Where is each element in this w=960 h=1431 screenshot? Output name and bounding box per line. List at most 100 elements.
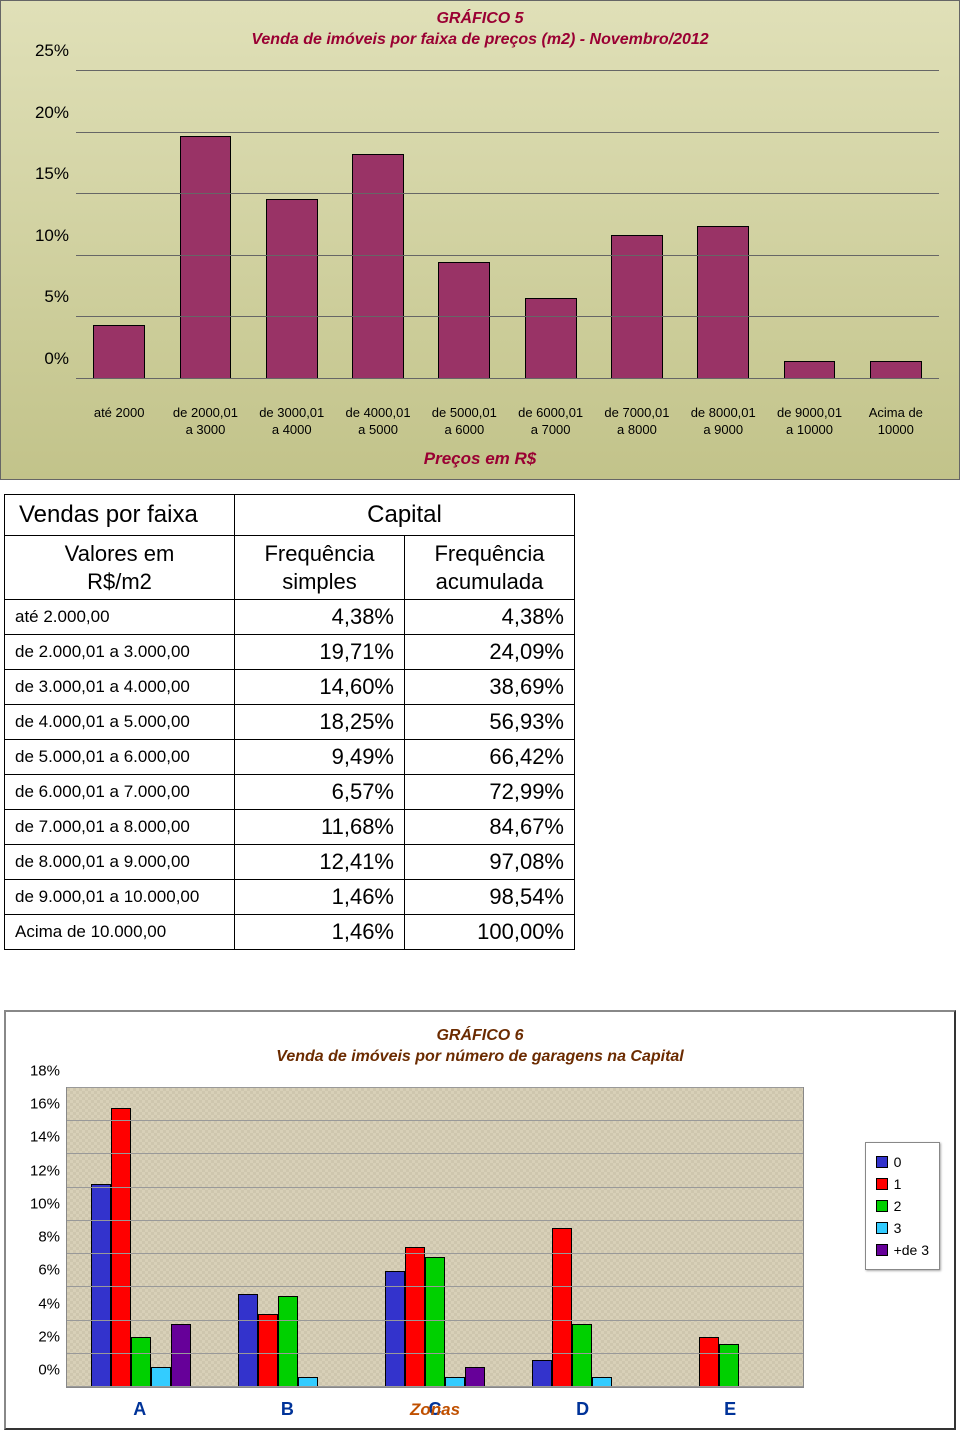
chart5-gridline <box>76 378 939 379</box>
chart5-gridline <box>76 255 939 256</box>
chart6-bar <box>278 1296 298 1387</box>
chart5-title: GRÁFICO 5 Venda de imóveis por faixa de … <box>1 9 959 51</box>
chart6-group <box>361 1088 508 1387</box>
chart5-bar <box>352 154 404 379</box>
chart5-bar-cell <box>766 71 852 379</box>
table-cell-freq-simples: 6,57% <box>235 775 405 810</box>
chart5-ytick-label: 25% <box>21 41 69 61</box>
chart6-bar <box>532 1360 552 1387</box>
table-cell-freq-acumulada: 24,09% <box>405 635 575 670</box>
table-cell-freq-simples: 1,46% <box>235 915 405 950</box>
chart6-bar <box>131 1337 151 1387</box>
chart6-gridline <box>67 1386 803 1387</box>
chart6-gridline <box>67 1353 803 1354</box>
chart5-title-line2: Venda de imóveis por faixa de preços (m2… <box>251 31 708 48</box>
chart6-ytick-label: 6% <box>15 1262 60 1279</box>
chart6-group <box>67 1088 214 1387</box>
chart5-bar-cell <box>421 71 507 379</box>
chart5-plot: 0%5%10%15%20%25% <box>76 71 939 379</box>
chart6-bar <box>465 1367 485 1387</box>
chart6-legend: 0123+de 3 <box>865 1142 940 1270</box>
chart6-ytick-label: 10% <box>15 1195 60 1212</box>
chart5-xtick-label: até 2000 <box>76 405 162 439</box>
table-cell-freq-acumulada: 72,99% <box>405 775 575 810</box>
chart6-gridline <box>67 1286 803 1287</box>
table-cell-freq-acumulada: 4,38% <box>405 600 575 635</box>
chart5-bar <box>93 325 145 379</box>
chart6-legend-label: 1 <box>894 1176 902 1192</box>
table-cell-freq-simples: 18,25% <box>235 705 405 740</box>
frequency-table: Vendas por faixa Capital Valores em R$/m… <box>4 494 575 950</box>
table-row: de 8.000,01 a 9.000,0012,41%97,08% <box>5 845 575 880</box>
table-cell-label: de 4.000,01 a 5.000,00 <box>5 705 235 740</box>
chart5-bar <box>525 298 577 379</box>
table-cell-label: de 8.000,01 a 9.000,00 <box>5 845 235 880</box>
chart6-legend-swatch <box>876 1200 888 1212</box>
chart6-legend-swatch <box>876 1156 888 1168</box>
table-cell-freq-acumulada: 100,00% <box>405 915 575 950</box>
table-cell-label: de 3.000,01 a 4.000,00 <box>5 670 235 705</box>
chart6-xtick-label: B <box>214 1399 362 1420</box>
chart6-title-line1: GRÁFICO 6 <box>436 1027 523 1044</box>
chart6-legend-item: 3 <box>876 1217 929 1239</box>
table-cell-freq-simples: 19,71% <box>235 635 405 670</box>
chart5-xtick-label: de 7000,01 a 8000 <box>594 405 680 439</box>
table-cell-freq-simples: 9,49% <box>235 740 405 775</box>
chart5-bar-cell <box>507 71 593 379</box>
chart6-xlabels: ABCDE <box>66 1399 804 1420</box>
chart6-legend-label: 2 <box>894 1198 902 1214</box>
chart5-ytick-label: 5% <box>21 287 69 307</box>
table-header-sub-left: Valores em R$/m2 <box>5 536 235 600</box>
chart5-bar <box>611 235 663 379</box>
chart6-legend-label: 0 <box>894 1154 902 1170</box>
chart6-bar <box>111 1108 131 1387</box>
chart6-legend-swatch <box>876 1178 888 1190</box>
table-cell-label: de 9.000,01 a 10.000,00 <box>5 880 235 915</box>
chart6-gridline <box>67 1120 803 1121</box>
table-row: de 4.000,01 a 5.000,0018,25%56,93% <box>5 705 575 740</box>
chart6: GRÁFICO 6 Venda de imóveis por número de… <box>4 1010 956 1430</box>
chart6-bar <box>699 1337 719 1387</box>
chart5-xtick-label: de 2000,01 a 3000 <box>162 405 248 439</box>
table-header-main-right: Capital <box>235 495 575 536</box>
chart5-bars <box>76 71 939 379</box>
chart5-gridline <box>76 132 939 133</box>
chart6-bar <box>572 1324 592 1387</box>
chart6-xtick-label: D <box>509 1399 657 1420</box>
chart5-xtick-label: Acima de 10000 <box>853 405 939 439</box>
chart6-bar <box>425 1257 445 1387</box>
chart5: GRÁFICO 5 Venda de imóveis por faixa de … <box>0 0 960 480</box>
table-cell-freq-acumulada: 98,54% <box>405 880 575 915</box>
chart6-groups <box>67 1088 803 1387</box>
chart5-xtick-label: de 6000,01 a 7000 <box>507 405 593 439</box>
chart6-gridline <box>67 1153 803 1154</box>
chart6-bar <box>238 1294 258 1387</box>
chart5-bar-cell <box>335 71 421 379</box>
chart6-legend-label: 3 <box>894 1220 902 1236</box>
chart5-xlabels: até 2000de 2000,01 a 3000de 3000,01 a 40… <box>76 405 939 439</box>
chart6-legend-item: 0 <box>876 1151 929 1173</box>
table-row: de 2.000,01 a 3.000,0019,71%24,09% <box>5 635 575 670</box>
chart6-xtick-label: E <box>656 1399 804 1420</box>
chart5-bar <box>180 136 232 379</box>
chart6-title-line2: Venda de imóveis por número de garagens … <box>276 1048 684 1065</box>
chart5-bar <box>870 361 922 379</box>
chart6-bar <box>385 1271 405 1387</box>
chart5-bar-cell <box>249 71 335 379</box>
table-cell-freq-acumulada: 56,93% <box>405 705 575 740</box>
table-header-sub-mid: Frequência simples <box>235 536 405 600</box>
table-cell-label: de 2.000,01 a 3.000,00 <box>5 635 235 670</box>
table-cell-label: de 7.000,01 a 8.000,00 <box>5 810 235 845</box>
chart6-ytick-label: 2% <box>15 1328 60 1345</box>
table-cell-freq-simples: 4,38% <box>235 600 405 635</box>
table-cell-label: de 6.000,01 a 7.000,00 <box>5 775 235 810</box>
table-cell-label: Acima de 10.000,00 <box>5 915 235 950</box>
chart5-ytick-label: 0% <box>21 349 69 369</box>
chart5-xaxis-title: Preços em R$ <box>1 449 959 469</box>
chart6-gridline <box>67 1087 803 1088</box>
chart5-xtick-label: de 4000,01 a 5000 <box>335 405 421 439</box>
chart5-ytick-label: 10% <box>21 226 69 246</box>
chart6-bar <box>258 1314 278 1387</box>
chart5-bar <box>784 361 836 379</box>
chart5-xtick-label: de 8000,01 a 9000 <box>680 405 766 439</box>
